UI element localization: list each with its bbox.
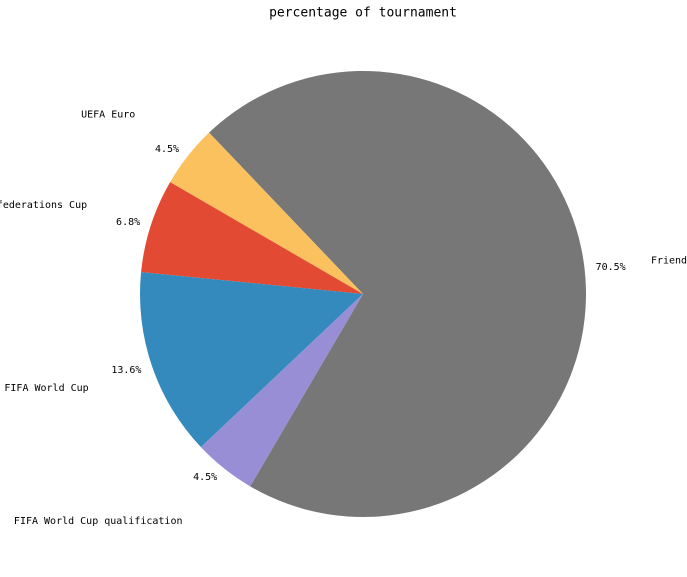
pie-slice [141,182,363,294]
pie-slice [209,71,586,517]
pie-slice [200,294,363,487]
value-label: 6.8% [116,217,140,228]
value-label: 70.5% [596,262,626,273]
value-label: 4.5% [193,472,217,483]
slice-label: Friendly [651,256,687,267]
slice-label: Confederations Cup [0,200,87,211]
value-label: 4.5% [155,144,179,155]
slice-label: UEFA Euro [81,110,135,121]
chart-title: percentage of tournament [269,6,457,21]
slice-label: FIFA World Cup [4,383,88,394]
pie-slice [140,272,363,448]
value-label: 13.6% [111,365,141,376]
pie-slice [170,132,363,294]
slice-label: FIFA World Cup qualification [14,516,183,527]
